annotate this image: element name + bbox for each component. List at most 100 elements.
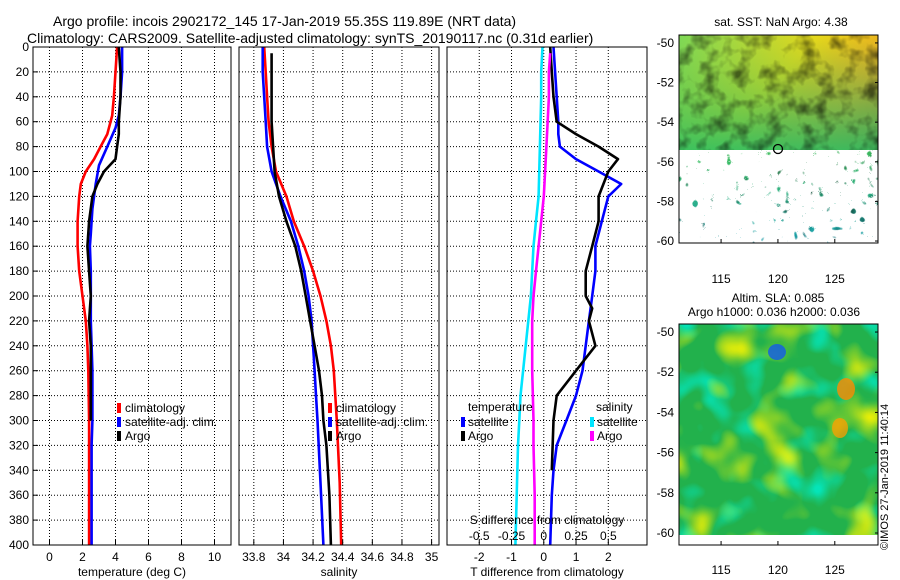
series-line-satellite-adj-clim- <box>261 47 325 545</box>
salinity-panel: 33.8 34 34.2 34.4 34.6 34.8 35 salinity climat… <box>238 46 440 579</box>
y-tick-label: 100 <box>9 165 29 179</box>
sla-high-eddy <box>837 378 855 400</box>
legend-title-temperature: temperature <box>468 400 533 414</box>
x-tick-label: 34.2 <box>301 550 325 564</box>
salinity-x-axis: 33.8 34 34.2 34.4 34.6 34.8 35 <box>242 540 439 564</box>
y-tick-label: 400 <box>9 538 29 552</box>
map-x-tick-label: 115 <box>712 563 731 577</box>
y-tick-label: 320 <box>9 438 29 452</box>
y-tick-label: 220 <box>9 314 29 328</box>
x-tick-label: 35 <box>425 550 439 564</box>
sst-cloud-mask <box>679 150 878 243</box>
figure-title-line1: Argo profile: incois 2902172_145 17-Jan-… <box>53 13 516 29</box>
s-difference-xlabel: S difference from climatology <box>470 513 625 527</box>
sla-map-frame <box>678 323 879 546</box>
sst-no-data-band <box>679 243 878 245</box>
series-line-climatology <box>262 47 343 545</box>
map-x-tick-label: 120 <box>768 563 788 577</box>
temperature-gridlines <box>33 47 231 545</box>
legend-swatch-t-satellite <box>461 417 465 427</box>
sst-map-panel: sat. SST: NaN Argo: 4.38 115 120 125 -50 -52… <box>657 15 879 286</box>
t-difference-x-axis: -2 -1 0 1 2 <box>474 540 612 564</box>
legend-title-salinity: salinity <box>596 400 633 414</box>
legend-label-t-argo: Argo <box>468 429 494 443</box>
y-tick-label: 240 <box>9 339 29 353</box>
x-tick-label: 34 <box>277 550 291 564</box>
map-x-tick-label: 125 <box>825 272 845 286</box>
x-tick-label: 2 <box>79 550 86 564</box>
y-tick-label: 380 <box>9 513 29 527</box>
secondary-x-tick-label: -0.25 <box>498 529 526 543</box>
sla-low-eddy <box>768 344 786 360</box>
y-tick-label: 340 <box>9 463 29 477</box>
map-y-tick-label: -58 <box>657 486 675 500</box>
legend-swatch-argo <box>328 431 332 441</box>
t-difference-xlabel: T difference from climatology <box>470 565 624 579</box>
imos-watermark: ©IMOS 27-Jan-2019 11:40:14 <box>879 404 891 550</box>
map-x-tick-label: 115 <box>712 272 731 286</box>
x-tick-label: 34.6 <box>361 550 385 564</box>
difference-axes-box <box>446 46 648 546</box>
map-x-tick-label: 120 <box>768 272 788 286</box>
legend-swatch-s-argo <box>590 431 594 441</box>
map-y-tick-label: -50 <box>657 36 675 50</box>
x-tick-label: 0 <box>540 550 547 564</box>
y-tick-label: 300 <box>9 414 29 428</box>
series-line-argo <box>270 53 333 545</box>
sla-map-image <box>679 324 878 545</box>
legend-label-satellite: satellite-adj. clim. <box>125 415 217 429</box>
y-tick-label: 0 <box>22 40 29 54</box>
sst-map-axes: 115 120 125 -50 -52 -54 -56 -58 -60 <box>657 36 878 286</box>
legend-label-climatology: climatology <box>125 401 185 415</box>
legend-swatch-t-argo <box>461 431 465 441</box>
x-tick-label: 6 <box>145 550 152 564</box>
y-tick-label: 160 <box>9 239 29 253</box>
x-tick-label: 8 <box>178 550 185 564</box>
temperature-panel: 0204060801001201401601802002202402602803… <box>9 40 232 579</box>
legend-swatch-satellite <box>328 417 332 427</box>
legend-swatch-climatology <box>117 403 121 413</box>
legend-label-s-argo: Argo <box>597 429 623 443</box>
y-tick-label: 20 <box>16 65 30 79</box>
salinity-legend: climatology satellite-adj. clim. Argo <box>328 401 428 443</box>
map-y-tick-label: -56 <box>657 446 675 460</box>
y-tick-label: 260 <box>9 364 29 378</box>
x-tick-label: 34.4 <box>331 550 355 564</box>
map-y-tick-label: -54 <box>657 405 675 419</box>
difference-panel: -2 -1 0 1 2 -0.5 -0.25 0 0.25 0.5 T difference f… <box>446 46 648 579</box>
depth-axis: 0 20 40 60 80 100 120 140 160 180 200 220 240 260 280 3… <box>9 40 38 552</box>
y-tick-label: 120 <box>9 189 29 203</box>
legend-swatch-climatology <box>328 403 332 413</box>
temperature-xlabel: temperature (deg C) <box>78 565 186 579</box>
x-tick-label: 2 <box>605 550 612 564</box>
y-tick-label: 360 <box>9 488 29 502</box>
secondary-x-tick-label: -0.5 <box>469 529 490 543</box>
salinity-xlabel: salinity <box>321 565 358 579</box>
legend-label-t-satellite: satellite <box>468 415 509 429</box>
legend-swatch-argo <box>117 431 121 441</box>
y-tick-label: 280 <box>9 389 29 403</box>
sst-map-frame <box>678 34 879 244</box>
map-y-tick-label: -56 <box>657 155 675 169</box>
y-tick-label: 40 <box>16 90 30 104</box>
y-tick-label: 200 <box>9 289 29 303</box>
map-y-tick-label: -52 <box>657 76 675 90</box>
argo-location-marker <box>772 143 784 155</box>
salinity-series <box>261 47 343 545</box>
map-y-tick-label: -60 <box>657 234 675 248</box>
y-tick-label: 60 <box>16 115 30 129</box>
x-tick-label: 4 <box>112 550 119 564</box>
map-y-tick-label: -52 <box>657 365 675 379</box>
x-tick-label: 33.8 <box>242 550 266 564</box>
difference-legend: temperature satellite Argo salinity sate… <box>461 400 638 443</box>
sla-map-axes: 115 120 125 -50 -52 -54 -56 -58 -60 <box>657 325 878 577</box>
legend-swatch-satellite <box>117 417 121 427</box>
legend-label-argo: Argo <box>125 429 151 443</box>
map-y-tick-label: -54 <box>657 115 675 129</box>
series-line-temperature-argo <box>548 47 620 471</box>
secondary-x-tick-label: 0 <box>540 529 547 543</box>
figure-title-line2: Climatology: CARS2009. Satellite-adjuste… <box>27 30 593 46</box>
legend-label-climatology: climatology <box>336 401 396 415</box>
legend-label-argo: Argo <box>336 429 362 443</box>
